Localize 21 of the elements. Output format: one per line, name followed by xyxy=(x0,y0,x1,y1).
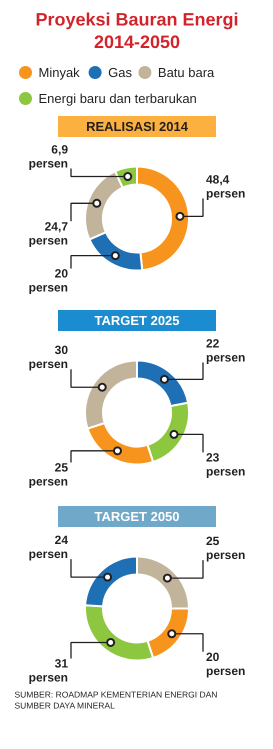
text: SUMBER: ROADMAP KEMENTERIAN ENERGI DAN SUMBER DAYA MINERAL xyxy=(14,690,218,710)
data-label: 6,9 persen xyxy=(28,142,68,170)
legend-label: Minyak xyxy=(38,65,80,80)
legend-label: Batu bara xyxy=(158,65,216,80)
data-label: 24,7 persen xyxy=(28,219,68,248)
legend-label: Gas xyxy=(108,65,132,80)
data-label: 20 persen xyxy=(206,650,246,678)
data-label: 48,4 persen xyxy=(206,172,246,200)
chart-title: TARGET 2050 xyxy=(94,509,180,524)
data-label: 30 persen xyxy=(28,343,68,372)
data-label: 24 persen xyxy=(28,533,68,562)
data-label: 25 persen xyxy=(206,534,246,562)
data-label: 31 persen xyxy=(28,656,68,684)
data-label: 23 persen xyxy=(206,450,246,478)
data-label: 25 persen xyxy=(28,460,68,488)
chart-title: TARGET 2025 xyxy=(94,313,180,328)
data-label: 20 persen xyxy=(28,266,68,294)
legend-label: Energi baru dan terbarukan xyxy=(38,91,197,106)
data-label: 22 persen xyxy=(206,336,246,364)
chart-title: Proyeksi Bauran Energi 2014-2050 xyxy=(35,10,239,52)
text: REALISASI 2014 xyxy=(86,119,189,134)
